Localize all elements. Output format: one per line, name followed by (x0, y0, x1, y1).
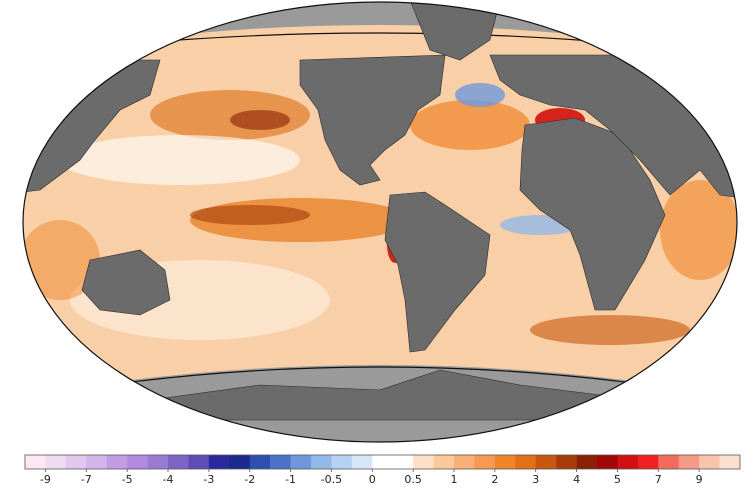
colorbar-segment (188, 455, 210, 469)
colorbar-segment (127, 455, 148, 469)
colorbar-segment (576, 455, 598, 469)
colorbar-segment (168, 455, 189, 469)
colorbar-segment (433, 455, 455, 469)
colorbar-segment (413, 455, 434, 469)
colorbar-segment (719, 455, 741, 469)
colorbar-segment (147, 455, 169, 469)
colorbar-segment (331, 455, 353, 469)
colorbar-tick-label: 3 (532, 473, 539, 486)
colorbar-tick-label: 0.5 (404, 473, 422, 486)
colorbar-segment (494, 455, 516, 469)
colorbar-segment (65, 455, 87, 469)
colorbar-segment (617, 455, 639, 469)
colorbar-segment (637, 455, 659, 469)
colorbar-segment (597, 455, 618, 469)
colorbar-segment (208, 455, 230, 469)
colorbar-segment (106, 455, 128, 469)
colorbar-segment (372, 455, 394, 469)
colorbar-tick-label: 7 (655, 473, 662, 486)
colorbar-segment (556, 455, 577, 469)
colorbar-tick-label: 1 (451, 473, 458, 486)
colorbar-segment (474, 455, 496, 469)
colorbar-segment (311, 455, 332, 469)
colorbar-tick-label: 0 (369, 473, 376, 486)
colorbar-outline (24, 454, 741, 470)
colorbar-segment (229, 455, 251, 469)
colorbar-tick-label: 9 (696, 473, 703, 486)
colorbar-tick-label: -1 (285, 473, 296, 486)
colorbar-segment (249, 455, 271, 469)
colorbar-segment (535, 455, 557, 469)
colorbar-tick-label: -2 (244, 473, 255, 486)
colorbar-tick-label: 5 (614, 473, 621, 486)
colorbar-segment (699, 455, 720, 469)
colorbar-segment (86, 455, 108, 469)
colorbar-segment (658, 455, 680, 469)
colorbar-tick-label: -5 (122, 473, 133, 486)
colorbar-tick-label: -0.5 (321, 473, 342, 486)
colorbar: -9 -7 -5 -4 -3 -2 -1 -0.5 0 0.5 1 2 3 4 5 7 9 (24, 454, 741, 486)
colorbar-segment (290, 455, 312, 469)
colorbar-segment (678, 455, 700, 469)
colorbar-segment (45, 455, 67, 469)
colorbar-segment (392, 455, 414, 469)
map-outline (22, 1, 738, 443)
colorbar-segment (515, 455, 537, 469)
colorbar-segment (25, 455, 46, 469)
colorbar-tick-label: -4 (163, 473, 174, 486)
south-polar-region (23, 365, 737, 442)
colorbar-tick-label: 2 (491, 473, 498, 486)
colorbar-tick-label: -9 (40, 473, 51, 486)
colorbar-segment (351, 455, 373, 469)
colorbar-tick-label: -3 (203, 473, 214, 486)
colorbar-segment (270, 455, 291, 469)
colorbar-segment (454, 455, 475, 469)
colorbar-tick-label: -7 (81, 473, 92, 486)
colorbar-tick-label: 4 (573, 473, 580, 486)
